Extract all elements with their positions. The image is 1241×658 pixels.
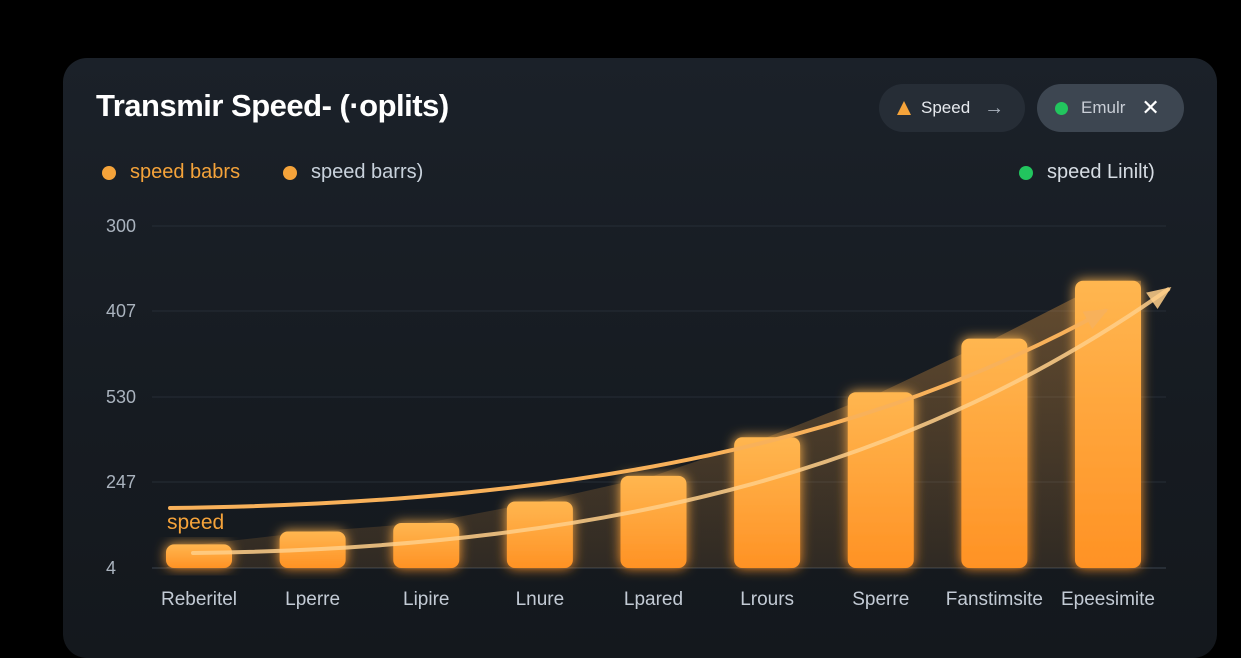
green-dot-icon [1055, 101, 1068, 115]
trend-curve-upper [168, 308, 1107, 510]
bar-chart: 300 407 530 247 4 Reberitel Lperre Lipire Lnure… [106, 216, 1172, 610]
y-tick-label: 300 [106, 216, 136, 236]
close-icon[interactable]: ✕ [1141, 95, 1160, 120]
x-tick-label: Lrours [740, 589, 794, 610]
speed-button[interactable]: Speed → [879, 84, 1025, 132]
chart-title: Transmir Speed- (·oplits) [96, 88, 449, 123]
x-tick-label: Sperre [852, 589, 909, 610]
bar-lipire [393, 522, 460, 568]
legend-swatch-orange [102, 165, 116, 180]
y-tick-label: 530 [106, 387, 136, 407]
bar-epeesimite [1075, 280, 1141, 568]
arrowhead [1082, 308, 1109, 330]
y-tick-label: 247 [106, 472, 136, 492]
arrow-right-icon: → [984, 96, 1005, 119]
y-tick-label: 4 [106, 558, 116, 578]
trend-curve-lower [191, 287, 1171, 555]
x-tick-label: Reberitel [161, 589, 237, 610]
speed-button-label: Speed [921, 98, 971, 117]
legend-label: speed babrs [130, 161, 241, 183]
warning-triangle-icon [897, 101, 911, 115]
bar-lnure [506, 501, 573, 568]
legend-label: speed Linilt) [1047, 161, 1155, 183]
bar-reberitel [166, 544, 232, 568]
x-tick-label: Lperre [285, 589, 340, 610]
limit-button-label: Emulr [1081, 98, 1126, 117]
legend-swatch-green [1019, 165, 1033, 180]
legend-label: speed barrs) [311, 161, 424, 183]
limit-button[interactable]: Emulr ✕ [1037, 84, 1184, 132]
x-tick-label: Lpared [624, 589, 683, 610]
y-tick-label: 407 [106, 301, 136, 321]
x-tick-label: Epeesimite [1061, 589, 1155, 610]
speed-annotation: speed [167, 511, 224, 534]
bar-lpared [620, 475, 687, 568]
bar-lrours [734, 437, 801, 568]
x-tick-label: Lipire [403, 589, 449, 610]
x-tick-label: Fanstimsite [946, 589, 1043, 610]
x-tick-label: Lnure [516, 589, 565, 610]
arrowhead [1146, 287, 1172, 309]
legend-item-speed-limit: speed Linilt) [1019, 161, 1155, 184]
legend-item-speed-babrs: speed babrs [102, 161, 240, 184]
legend-swatch-orange [283, 165, 297, 180]
bar-sperre [847, 392, 914, 568]
legend-item-speed-barrs: speed barrs) [283, 161, 423, 184]
bar-fanstimsite [961, 338, 1028, 568]
